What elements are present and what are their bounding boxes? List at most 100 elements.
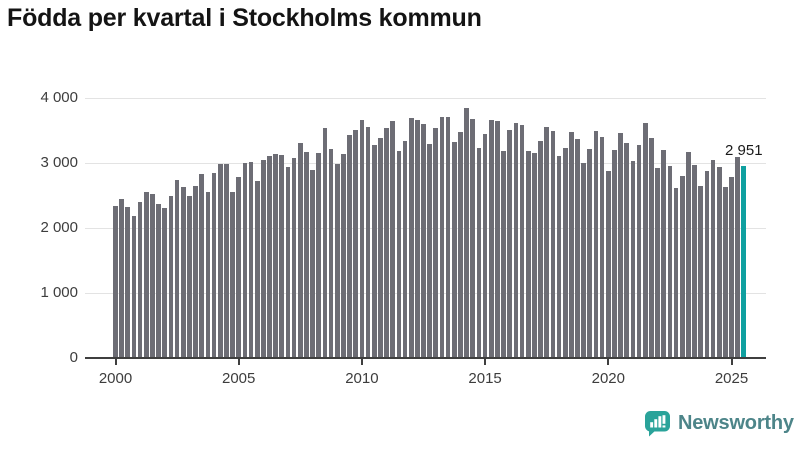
bar-2000K3 <box>125 206 131 358</box>
bar-2012K2 <box>414 119 420 358</box>
bar-2018K4 <box>575 138 580 358</box>
x-axis-line <box>85 356 766 359</box>
bar-2002K1 <box>162 208 168 358</box>
bar-2023K1 <box>679 176 685 358</box>
x-axis-tick-label: 2020 <box>591 370 625 387</box>
y-axis-tick-label: 2 000 <box>40 218 78 236</box>
newsworthy-logo[interactable]: Newsworthy <box>644 410 794 437</box>
bar-2008K1 <box>310 169 315 358</box>
bar-2012K1 <box>408 117 414 358</box>
bar-2025K3-highlighted <box>741 165 747 358</box>
bar-2022K1 <box>655 167 660 358</box>
bar-2011K3 <box>396 151 402 358</box>
x-axis-tick-2025 <box>730 358 733 365</box>
bar-2021K2 <box>636 145 642 358</box>
highlight-value-label: 2 951 <box>725 141 763 159</box>
bar-2018K1 <box>556 156 562 358</box>
bar-2001K2 <box>143 192 149 358</box>
bar-2003K1 <box>187 195 192 358</box>
bar-2002K2 <box>168 196 174 358</box>
bar-2007K1 <box>285 167 291 358</box>
y-axis-tick-label: 1 000 <box>40 283 78 301</box>
x-axis-tick-2005 <box>237 358 240 365</box>
bar-2019K4 <box>599 137 605 358</box>
bar-2004K2 <box>217 163 223 358</box>
bar-2006K2 <box>267 156 272 358</box>
bar-2024K4 <box>722 187 728 358</box>
bar-2014K1 <box>458 131 463 358</box>
bar-2019K1 <box>581 162 586 358</box>
x-axis-tick-2015 <box>484 358 487 365</box>
bar-2012K4 <box>427 143 432 358</box>
bar-2005K4 <box>254 180 260 358</box>
bar-2009K4 <box>353 129 359 358</box>
bar-2009K2 <box>341 153 346 358</box>
bar-2005K3 <box>248 161 254 358</box>
bar-2011K4 <box>402 141 408 358</box>
bar-2016K3 <box>519 124 525 358</box>
bar-2017K4 <box>550 131 556 358</box>
x-axis-tick-label: 2015 <box>468 370 502 387</box>
bar-2008K4 <box>328 148 334 358</box>
x-axis-tick-2020 <box>607 358 610 365</box>
bar-2007K4 <box>304 151 309 358</box>
x-axis-tick-2010 <box>360 358 363 365</box>
x-axis-tick-2000 <box>114 358 117 365</box>
bar-2008K3 <box>322 127 328 358</box>
bar-2009K1 <box>334 163 340 358</box>
bar-2021K1 <box>630 161 636 358</box>
bar-2013K3 <box>445 117 451 358</box>
bar-2008K2 <box>316 152 322 358</box>
bar-2010K1 <box>359 119 365 358</box>
y-axis-tick-label: 0 <box>69 348 78 366</box>
bar-2020K1 <box>605 170 611 358</box>
bar-2009K3 <box>347 134 352 358</box>
bar-2024K3 <box>716 167 722 358</box>
bar-2004K4 <box>230 192 235 358</box>
bar-2011K1 <box>384 127 389 358</box>
bar-2000K2 <box>119 198 124 358</box>
bar-2015K4 <box>501 150 506 358</box>
newsworthy-wordmark: Newsworthy <box>678 412 794 434</box>
bar-2004K3 <box>224 163 229 358</box>
bar-2015K3 <box>495 120 500 358</box>
bar-2022K3 <box>667 166 673 358</box>
bar-2006K3 <box>273 154 278 358</box>
bar-2013K1 <box>433 127 439 358</box>
bar-2018K3 <box>568 131 574 358</box>
y-axis-tick-label: 3 000 <box>40 153 78 171</box>
bar-2014K2 <box>464 107 469 358</box>
bar-2015K1 <box>482 133 488 358</box>
bar-2018K2 <box>562 147 568 358</box>
bar-2005K2 <box>242 162 248 358</box>
bar-2003K3 <box>199 173 205 358</box>
bar-2023K4 <box>698 185 704 358</box>
bar-2017K2 <box>538 141 543 358</box>
bar-2001K4 <box>156 204 161 358</box>
bar-2011K2 <box>390 121 396 358</box>
bar-2000K4 <box>131 215 137 358</box>
bar-2004K1 <box>211 172 217 358</box>
bar-2007K3 <box>297 143 303 358</box>
x-axis-tick-label: 2010 <box>345 370 379 387</box>
bar-2007K2 <box>291 157 297 358</box>
bar-2016K4 <box>525 151 531 358</box>
bar-2020K3 <box>618 132 623 358</box>
bar-2016K2 <box>513 122 519 358</box>
bar-2024K2 <box>710 159 716 358</box>
bar-2021K4 <box>649 137 654 358</box>
bar-2013K2 <box>439 117 445 358</box>
gridline-4000 <box>85 97 766 99</box>
bar-2023K2 <box>686 152 691 358</box>
bar-2024K1 <box>704 171 710 358</box>
bar-2014K3 <box>470 118 476 358</box>
bar-2025K1 <box>729 177 734 358</box>
bar-2002K3 <box>174 180 180 358</box>
newsworthy-icon <box>645 411 670 437</box>
bar-2022K2 <box>661 149 667 358</box>
x-axis-tick-label: 2025 <box>714 370 749 387</box>
bar-2006K4 <box>279 155 285 358</box>
bar-2006K1 <box>260 159 266 358</box>
bar-2019K3 <box>593 131 599 358</box>
